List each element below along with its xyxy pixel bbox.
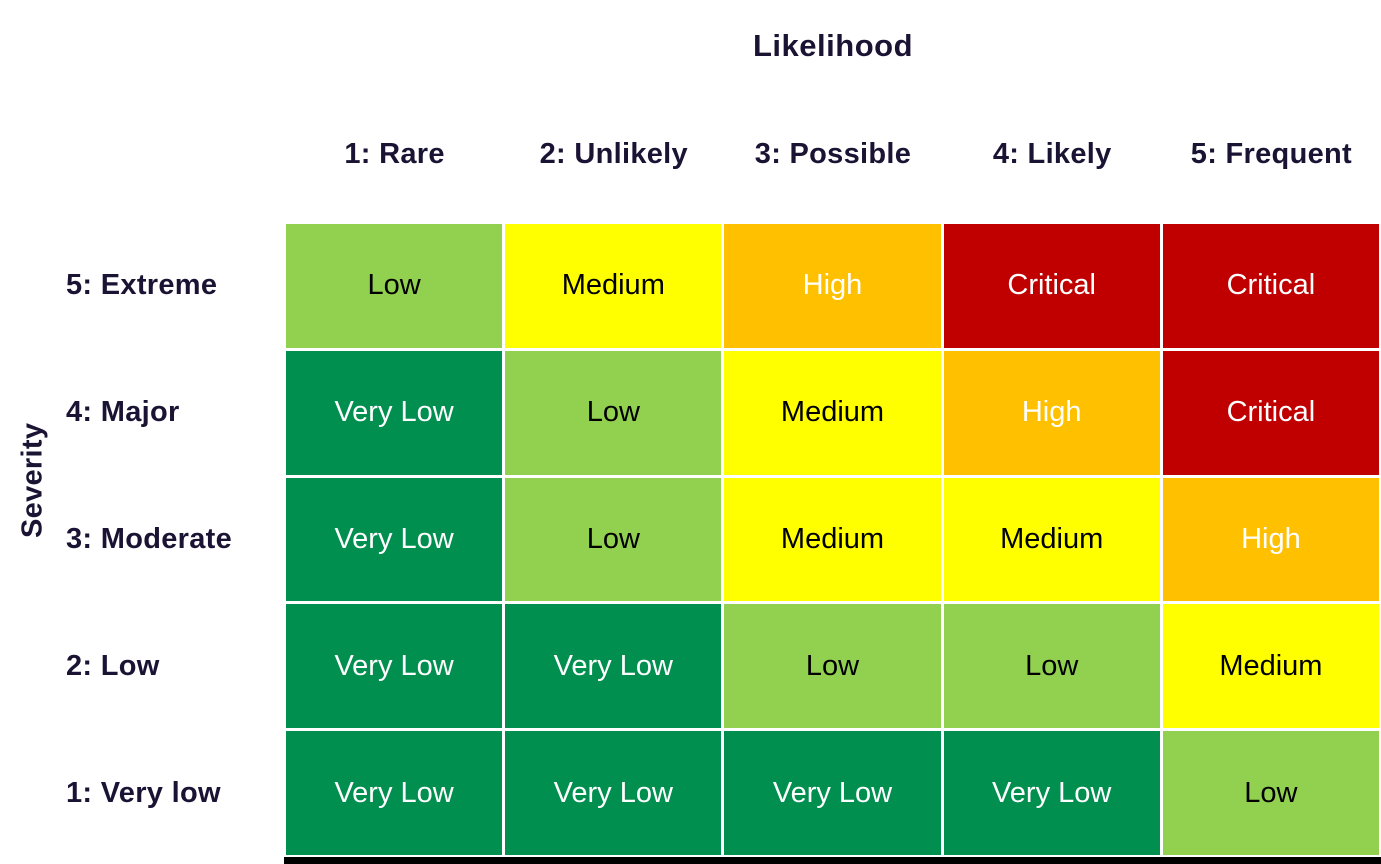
matrix-cell: Critical bbox=[1162, 350, 1379, 475]
matrix-cell: Very Low bbox=[943, 731, 1160, 855]
x-axis-title: Likelihood bbox=[753, 28, 913, 63]
matrix-cell: Very Low bbox=[286, 350, 503, 475]
matrix-cell: Very Low bbox=[505, 604, 722, 729]
column-header-frequent: 5: Frequent bbox=[1190, 138, 1352, 170]
matrix-cell: Medium bbox=[505, 224, 722, 348]
row-header-extreme: 5: Extreme bbox=[66, 269, 218, 301]
matrix-cell: Low bbox=[505, 350, 722, 475]
matrix-cell: Low bbox=[1162, 731, 1379, 855]
matrix-cell: Medium bbox=[724, 350, 941, 475]
matrix-cell: Very Low bbox=[286, 604, 503, 729]
matrix-cell: Critical bbox=[943, 224, 1160, 348]
matrix-cell: Low bbox=[505, 477, 722, 602]
column-header-likely: 4: Likely bbox=[992, 138, 1112, 170]
row-headers: 5: Extreme 4: Major 3: Moderate 2: Low 1… bbox=[66, 222, 282, 857]
matrix-cell: Low bbox=[286, 224, 503, 348]
y-axis-title: Severity bbox=[16, 422, 49, 538]
matrix-cell: Low bbox=[943, 604, 1160, 729]
column-header-unlikely: 2: Unlikely bbox=[539, 138, 688, 170]
column-header-possible: 3: Possible bbox=[754, 138, 912, 170]
matrix-cell: Very Low bbox=[505, 731, 722, 855]
matrix-cell: Medium bbox=[724, 477, 941, 602]
row-header-moderate: 3: Moderate bbox=[66, 523, 233, 555]
risk-matrix-grid: Low Medium High Critical Critical Very L… bbox=[284, 222, 1381, 857]
row-header-low: 2: Low bbox=[66, 650, 160, 682]
matrix-cell: Critical bbox=[1162, 224, 1379, 348]
matrix-cell: High bbox=[943, 350, 1160, 475]
row-header-major: 4: Major bbox=[66, 396, 180, 428]
matrix-cell: Very Low bbox=[286, 731, 503, 855]
matrix-cell: High bbox=[1162, 477, 1379, 602]
column-header-rare: 1: Rare bbox=[344, 138, 445, 170]
matrix-cell: High bbox=[724, 224, 941, 348]
matrix-cell: Very Low bbox=[286, 477, 503, 602]
row-header-very-low: 1: Very low bbox=[66, 777, 221, 809]
matrix-cell: Medium bbox=[1162, 604, 1379, 729]
matrix-cell: Medium bbox=[943, 477, 1160, 602]
matrix-cell: Low bbox=[724, 604, 941, 729]
matrix-cell: Very Low bbox=[724, 731, 941, 855]
column-headers: 1: Rare 2: Unlikely 3: Possible 4: Likel… bbox=[285, 138, 1381, 171]
matrix-bottom-border bbox=[284, 857, 1381, 864]
